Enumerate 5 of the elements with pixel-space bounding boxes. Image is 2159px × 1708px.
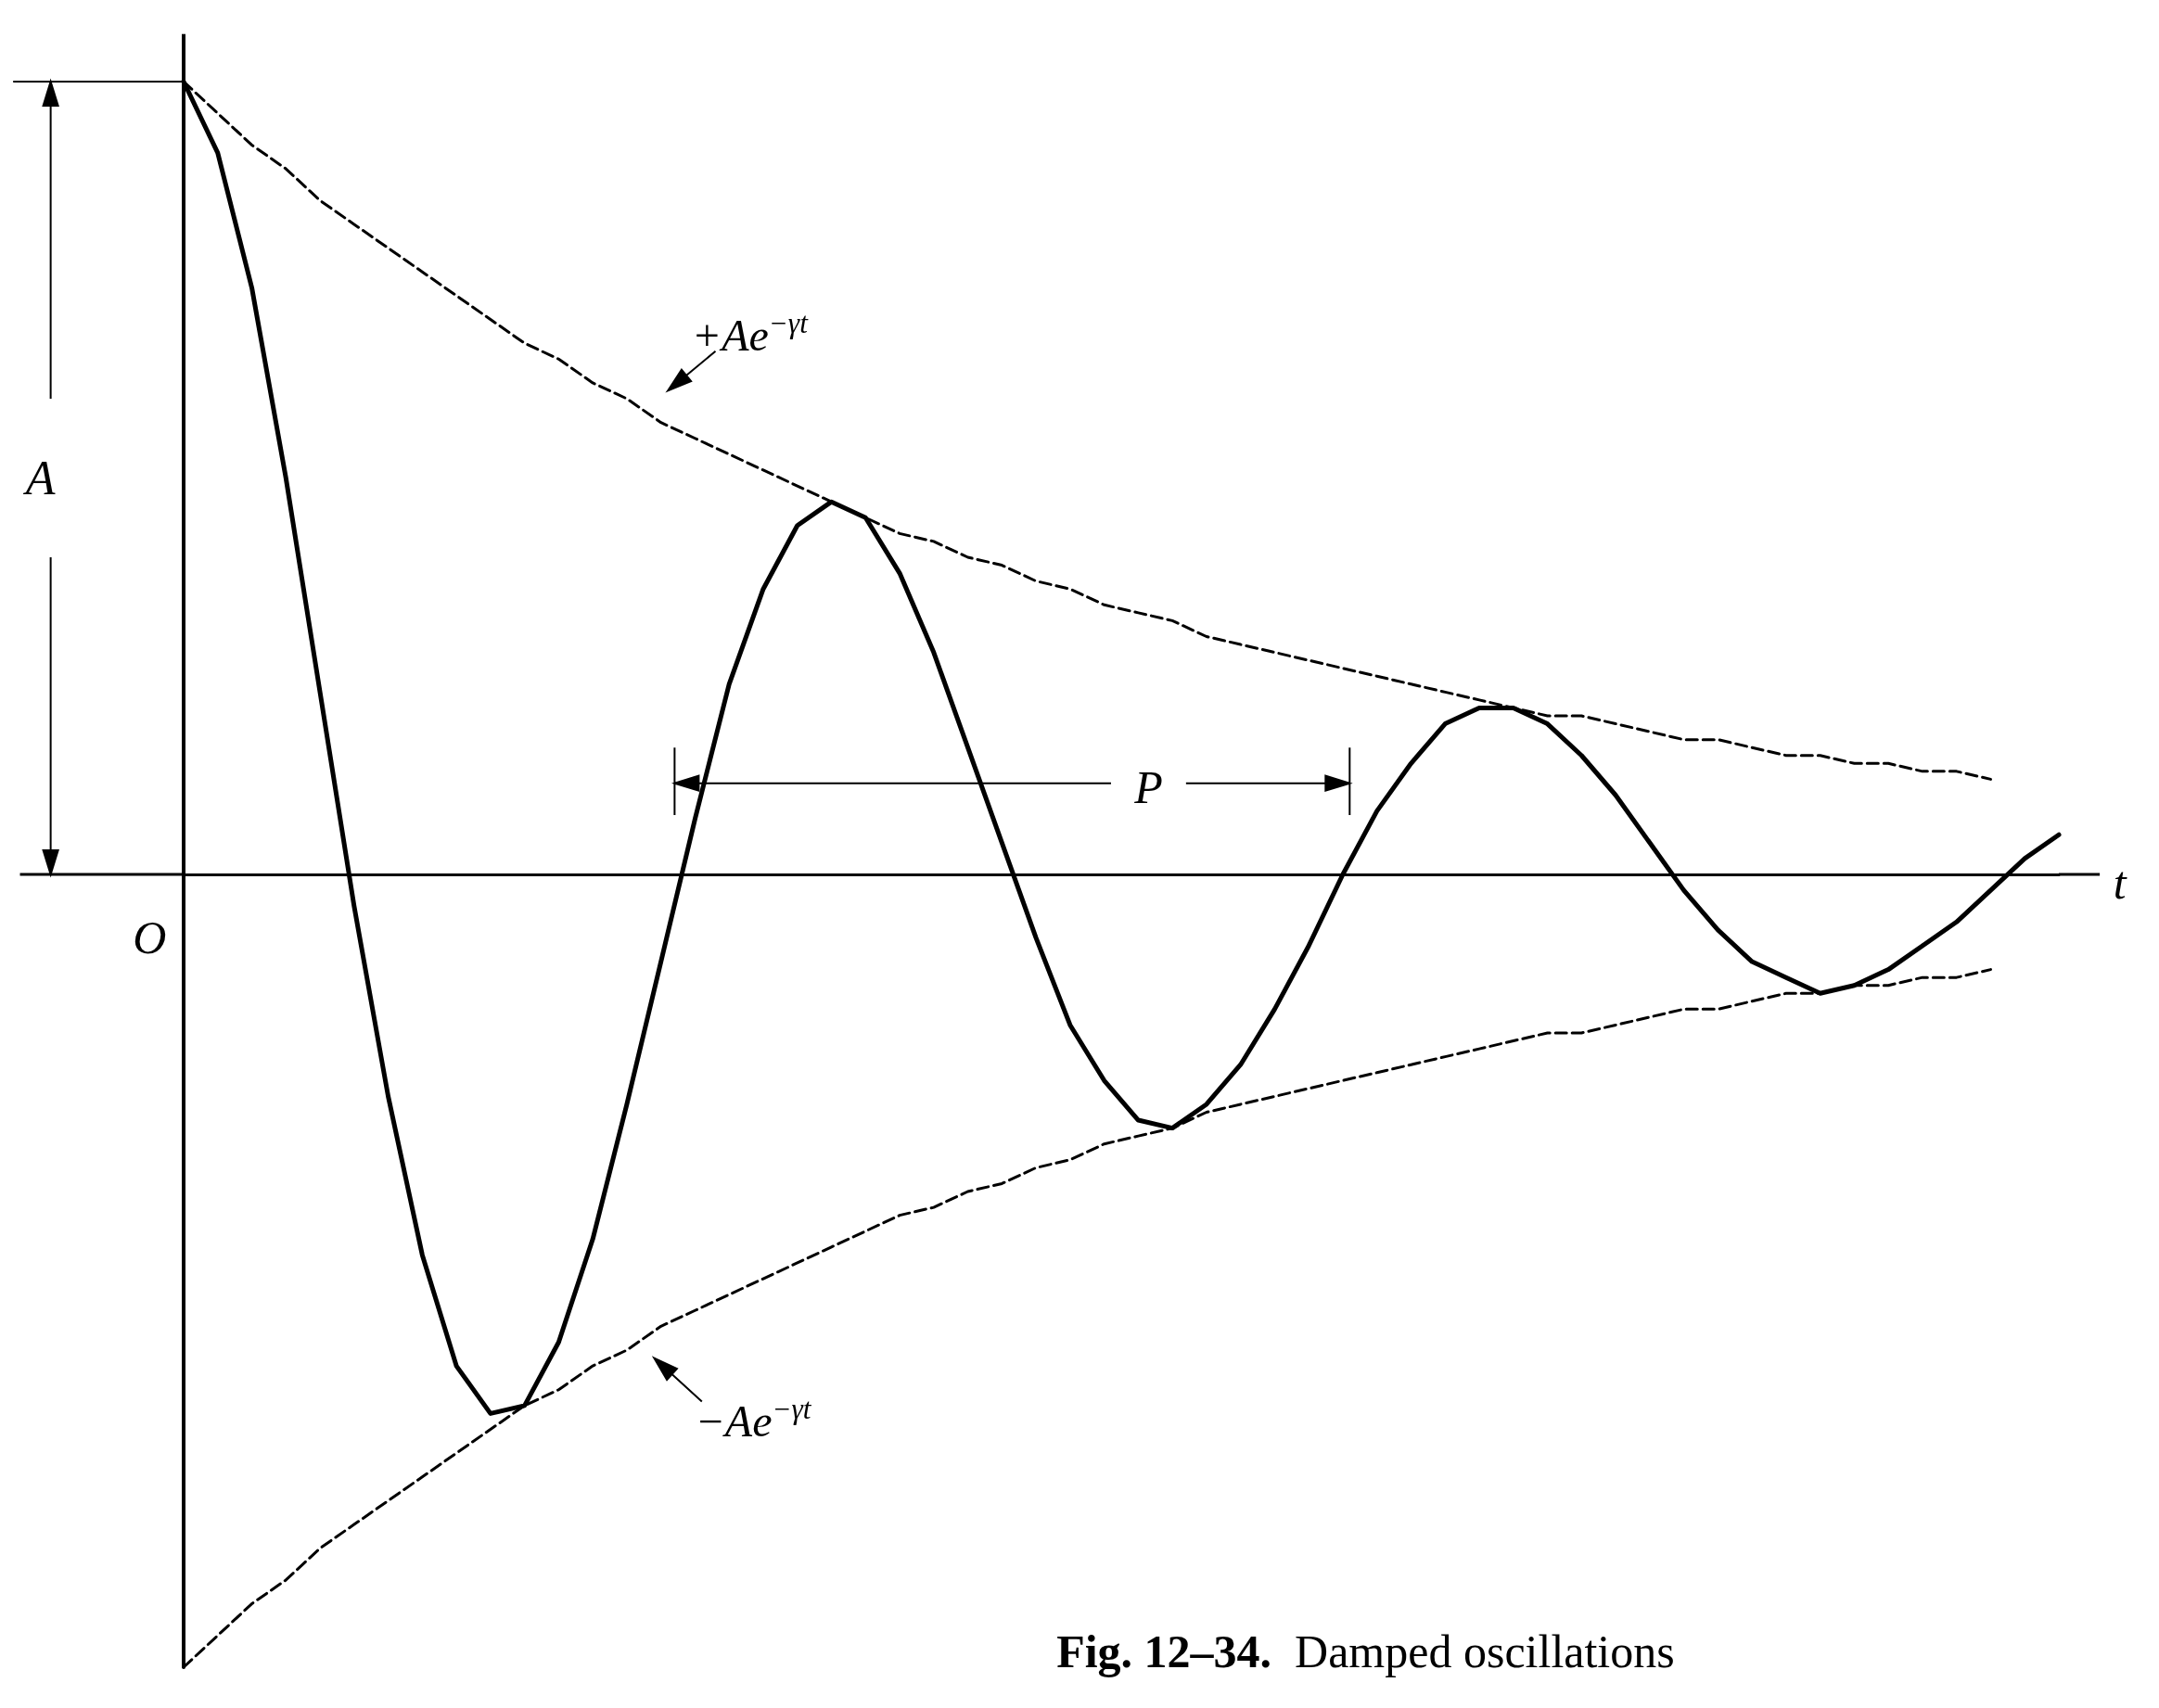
text: t [2113,856,2127,909]
annotation: P [1133,760,1163,813]
annotation: Fig. 12–34. Damped oscillations [1056,1625,1675,1677]
text: A [22,452,56,504]
text: O [133,911,167,964]
